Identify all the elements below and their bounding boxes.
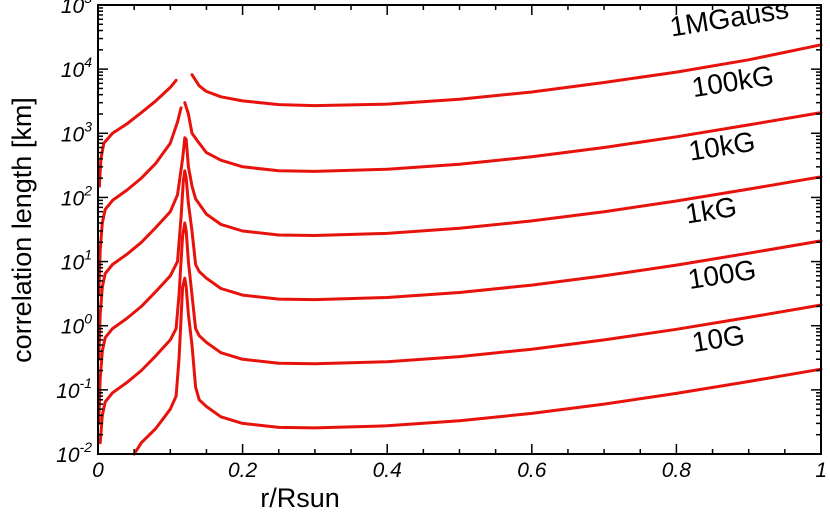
y-tick-label: 103 bbox=[61, 118, 92, 146]
tick-labels: 0 0.2 0.4 0.6 0.8 1 10-2 10-1 100 101 102 103 104 105 bbox=[56, 0, 827, 482]
y-tick-label: 101 bbox=[61, 247, 92, 275]
series-line-100kg-segment-2 bbox=[183, 101, 823, 173]
y-axis-label: correlation length [km] bbox=[7, 97, 37, 363]
y-tick-label: 102 bbox=[61, 182, 92, 210]
series-line-10g-segment-1 bbox=[132, 276, 823, 456]
y-tick-label: 104 bbox=[61, 54, 92, 82]
x-tick-label: 1 bbox=[815, 459, 827, 482]
x-tick-label: 0 bbox=[92, 459, 104, 482]
series-curves bbox=[97, 43, 823, 456]
series-label-1kg: 1kG bbox=[683, 191, 739, 230]
series-line-100kg-segment-1 bbox=[97, 106, 183, 297]
x-tick-label: 0.4 bbox=[373, 459, 402, 482]
series-label-10kg: 10kG bbox=[686, 126, 757, 167]
series-line-1kg-segment-1 bbox=[97, 169, 823, 425]
series-line-1mgauss-segment-1 bbox=[97, 78, 178, 188]
x-tick-label: 0.2 bbox=[228, 459, 258, 482]
y-tick-label: 100 bbox=[61, 311, 92, 339]
series-line-1mgauss-segment-2 bbox=[190, 43, 823, 108]
series-label-1mgauss: 1MGauss bbox=[668, 0, 791, 43]
x-tick-label: 0.6 bbox=[517, 459, 547, 482]
series-line-10kg-segment-1 bbox=[97, 136, 823, 361]
series-label-100g: 100G bbox=[686, 254, 759, 295]
y-tick-label: 10-2 bbox=[56, 439, 92, 467]
x-axis-label: r/Rsun bbox=[260, 483, 340, 513]
x-tick-label: 0.8 bbox=[662, 459, 692, 482]
y-tick-label: 105 bbox=[61, 0, 92, 18]
series-line-100g-segment-1 bbox=[98, 221, 823, 445]
y-tick-label: 10-1 bbox=[56, 375, 92, 403]
axis-ticks bbox=[97, 4, 822, 455]
